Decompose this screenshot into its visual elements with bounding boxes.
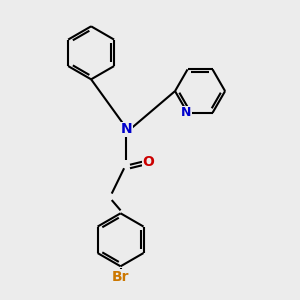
- Text: Br: Br: [112, 270, 129, 283]
- Text: N: N: [181, 106, 191, 119]
- Text: O: O: [142, 155, 154, 169]
- Text: N: N: [121, 122, 132, 136]
